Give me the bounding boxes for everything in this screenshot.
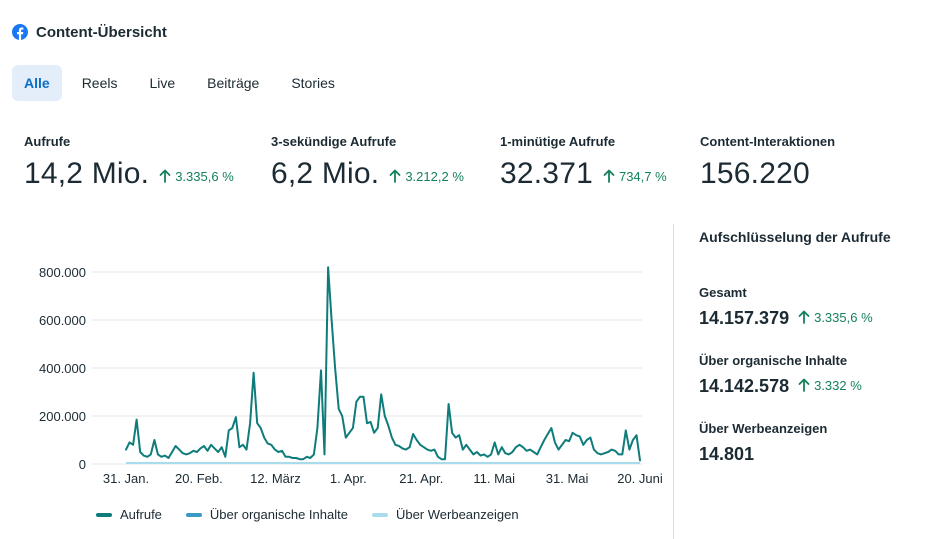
arrow-up-icon <box>603 169 615 183</box>
tab-live[interactable]: Live <box>149 75 176 91</box>
breakdown-item-gesamt: Gesamt 14.157.379 3.335,6 % <box>699 285 873 329</box>
breakdown-label: Über organische Inhalte <box>699 353 848 368</box>
tab-alle[interactable]: Alle <box>12 65 62 101</box>
metric-change-text: 734,7 % <box>618 168 667 184</box>
tab-stories[interactable]: Stories <box>291 75 335 91</box>
breakdown-change: 3.332 % <box>798 378 862 393</box>
legend-item-organisch[interactable]: Über organische Inhalte <box>185 507 348 522</box>
arrow-up-icon <box>159 169 171 183</box>
breakdown-change-text: 3.332 % <box>814 377 862 393</box>
metric-label: Content-Interaktionen <box>700 134 836 149</box>
arrow-up-icon <box>798 378 810 392</box>
legend-label: Über organische Inhalte <box>209 507 348 522</box>
arrow-up-icon <box>798 310 810 324</box>
metric-value: 6,2 Mio. <box>271 157 380 190</box>
x-tick-label: 20. Feb. <box>175 471 223 486</box>
legend-swatch <box>185 512 202 517</box>
vertical-divider <box>673 224 674 539</box>
y-tick-label: 600.000 <box>39 313 86 328</box>
y-tick-label: 0 <box>79 457 86 472</box>
breakdown-item-werbeanzeigen: Über Werbeanzeigen 14.801 <box>699 421 827 465</box>
views-breakdown-panel: Aufschlüsselung der Aufrufe Gesamt 14.15… <box>699 227 929 464</box>
breakdown-value: 14.142.578 <box>699 376 790 396</box>
x-tick-label: 21. Apr. <box>399 471 443 486</box>
y-tick-label: 800.000 <box>39 265 86 280</box>
metric-interaktionen: Content-Interaktionen 156.220 <box>700 133 835 191</box>
metric-3s-aufrufe: 3-sekündige Aufrufe 6,2 Mio. 3.212,2 % <box>271 133 464 191</box>
legend-label: Aufrufe <box>120 507 162 522</box>
metric-value: 32.371 <box>500 157 593 190</box>
tab-beitraege[interactable]: Beiträge <box>207 75 260 91</box>
metric-change: 3.212,2 % <box>389 169 464 184</box>
x-tick-label: 11. Mai <box>473 471 515 486</box>
x-tick-label: 1. Apr. <box>330 471 367 486</box>
x-tick-label: 31. Mai <box>546 471 589 486</box>
metric-change: 3.335,6 % <box>159 169 234 184</box>
metric-label: Aufrufe <box>24 134 71 149</box>
legend-swatch <box>371 512 388 517</box>
metric-1min-aufrufe: 1-minütige Aufrufe 32.371 734,7 % <box>500 133 667 191</box>
x-tick-label: 20. Juni <box>617 471 663 486</box>
legend-item-aufrufe[interactable]: Aufrufe <box>96 507 162 522</box>
x-tick-label: 31. Jan. <box>103 471 149 486</box>
breakdown-label: Über Werbeanzeigen <box>699 421 828 436</box>
page-title: Content-Übersicht <box>36 23 167 41</box>
breakdown-value: 14.157.379 <box>699 308 790 328</box>
metric-change: 734,7 % <box>603 169 667 184</box>
metric-change-text: 3.335,6 % <box>175 168 234 184</box>
series-line-aufrufe <box>125 266 641 462</box>
arrow-up-icon <box>389 169 401 183</box>
legend-label: Über Werbeanzeigen <box>395 507 519 522</box>
y-tick-label: 400.000 <box>39 361 86 376</box>
breakdown-value: 14.801 <box>699 444 755 464</box>
breakdown-label: Gesamt <box>699 285 747 300</box>
x-tick-label: 12. März <box>250 471 301 486</box>
metric-label: 1-minütige Aufrufe <box>500 134 616 149</box>
breakdown-change: 3.335,6 % <box>798 310 873 325</box>
chart-legend: Aufrufe Über organische Inhalte Über Wer… <box>96 507 519 522</box>
metric-label: 3-sekündige Aufrufe <box>271 134 397 149</box>
legend-item-werbeanzeigen[interactable]: Über Werbeanzeigen <box>371 507 519 522</box>
facebook-icon <box>12 24 28 40</box>
metric-aufrufe: Aufrufe 14,2 Mio. 3.335,6 % <box>24 133 234 191</box>
breakdown-item-organisch: Über organische Inhalte 14.142.578 3.332… <box>699 353 862 397</box>
tab-reels[interactable]: Reels <box>81 75 118 91</box>
breakdown-change-text: 3.335,6 % <box>814 309 873 325</box>
legend-swatch <box>96 512 112 517</box>
metric-value: 156.220 <box>700 157 810 190</box>
metric-value: 14,2 Mio. <box>24 157 150 190</box>
page-header: Content-Übersicht <box>12 20 167 44</box>
views-line-chart: 0 200.000 400.000 600.000 800.000 31. Jan. 20.… <box>39 265 663 486</box>
breakdown-title: Aufschlüsselung der Aufrufe <box>699 229 891 245</box>
content-type-tabs: Alle Reels Live Beiträge Stories <box>12 65 347 101</box>
y-tick-label: 200.000 <box>39 409 86 424</box>
metric-change-text: 3.212,2 % <box>405 168 464 184</box>
